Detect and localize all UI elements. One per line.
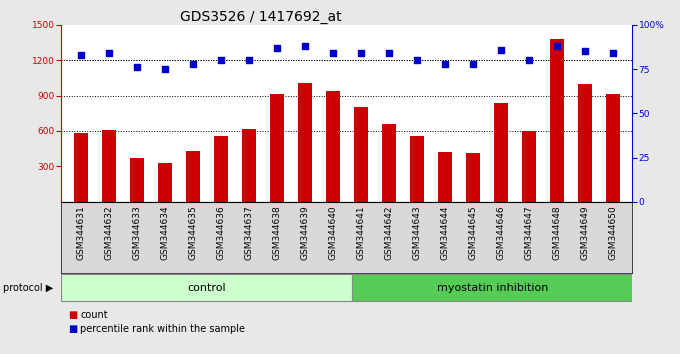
Text: GSM344642: GSM344642	[384, 205, 393, 260]
Bar	[61, 274, 352, 301]
Text: GSM344648: GSM344648	[552, 205, 561, 260]
Point	[467, 61, 478, 67]
Point	[327, 50, 338, 56]
Text: GSM344641: GSM344641	[356, 205, 365, 260]
Text: GSM344637: GSM344637	[244, 205, 253, 260]
Title: GDS3526 / 1417692_at: GDS3526 / 1417692_at	[180, 10, 342, 24]
Text: GSM344643: GSM344643	[412, 205, 422, 260]
Bar	[158, 163, 172, 202]
Point	[356, 50, 367, 56]
Text: percentile rank within the sample: percentile rank within the sample	[80, 324, 245, 334]
Text: GSM344640: GSM344640	[328, 205, 337, 260]
Text: GSM344639: GSM344639	[301, 205, 309, 260]
Bar	[74, 133, 88, 202]
Bar	[466, 153, 480, 202]
Bar	[186, 151, 200, 202]
Bar	[606, 95, 619, 202]
Text: GSM344649: GSM344649	[580, 205, 590, 260]
Text: GSM344647: GSM344647	[524, 205, 533, 260]
Point	[131, 64, 142, 70]
Text: GSM344634: GSM344634	[160, 205, 169, 260]
Text: GSM344644: GSM344644	[441, 205, 449, 260]
Point	[607, 50, 618, 56]
Point	[75, 52, 86, 58]
Bar	[354, 107, 368, 202]
Point	[159, 66, 170, 72]
Text: control: control	[188, 282, 226, 293]
Point	[271, 45, 282, 51]
Bar	[326, 91, 340, 202]
Bar	[130, 158, 143, 202]
Bar	[438, 152, 452, 202]
Point	[384, 50, 394, 56]
Bar	[242, 129, 256, 202]
Text: GSM344645: GSM344645	[469, 205, 477, 260]
Bar	[550, 39, 564, 202]
Point	[579, 48, 590, 54]
Text: GSM344636: GSM344636	[216, 205, 225, 260]
Point	[216, 57, 226, 63]
Text: GSM344631: GSM344631	[76, 205, 85, 260]
Point	[299, 43, 310, 49]
Point	[411, 57, 422, 63]
Bar	[270, 95, 284, 202]
Bar	[522, 131, 536, 202]
Point	[495, 47, 506, 52]
Bar	[214, 136, 228, 202]
Text: GSM344646: GSM344646	[496, 205, 505, 260]
Bar	[410, 136, 424, 202]
Text: GSM344638: GSM344638	[272, 205, 282, 260]
Point	[103, 50, 114, 56]
Bar	[352, 274, 632, 301]
Text: ■: ■	[68, 324, 78, 334]
Point	[243, 57, 254, 63]
Text: GSM344632: GSM344632	[104, 205, 114, 260]
Bar	[102, 130, 116, 202]
Bar	[494, 103, 508, 202]
Text: GSM344635: GSM344635	[188, 205, 197, 260]
Point	[188, 61, 199, 67]
Bar	[381, 124, 396, 202]
Text: protocol ▶: protocol ▶	[3, 282, 54, 293]
Bar	[298, 82, 312, 202]
Text: GSM344650: GSM344650	[609, 205, 617, 260]
Point	[439, 61, 450, 67]
Point	[551, 43, 562, 49]
Text: myostatin inhibition: myostatin inhibition	[437, 282, 548, 293]
Bar	[578, 84, 592, 202]
Text: count: count	[80, 310, 108, 320]
Text: GSM344633: GSM344633	[133, 205, 141, 260]
Point	[524, 57, 534, 63]
Text: ■: ■	[68, 310, 78, 320]
